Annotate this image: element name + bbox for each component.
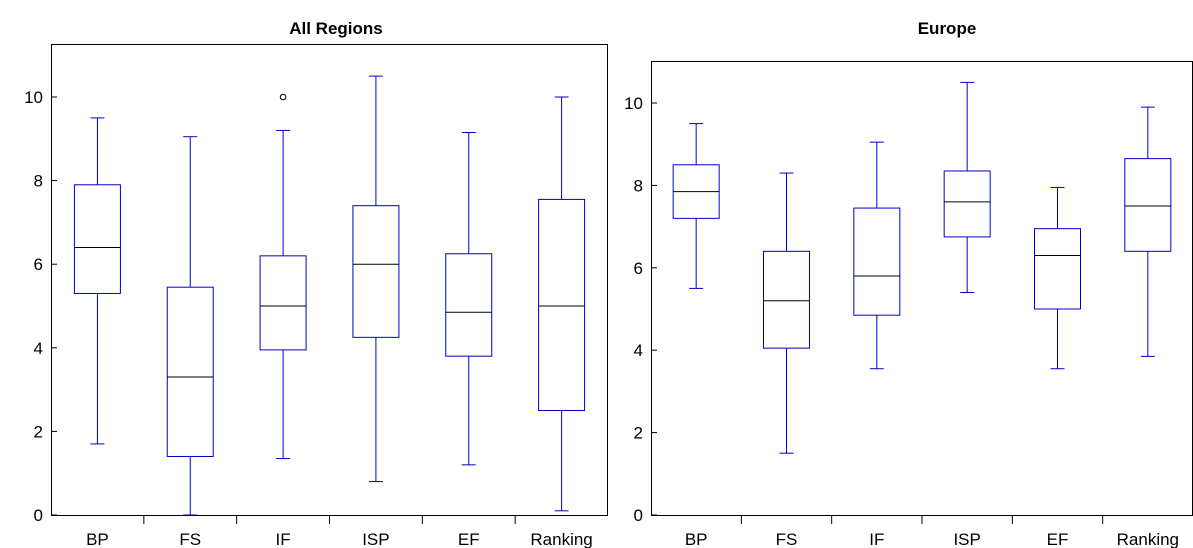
iqr-box [166,286,214,457]
category-label: Ranking [530,530,592,548]
category-label: BP [685,530,708,548]
category-label: FS [776,530,798,548]
box-ef [1034,186,1081,370]
category-label: ISP [953,530,980,548]
iqr-box [853,207,901,316]
y-tick-label: 6 [634,259,643,278]
chart-panel-europe: Europe 0 2 4 6 8 10 BP FS IF ISP EF Ranking [624,19,1193,548]
iqr-box [73,184,121,294]
iqr-box [538,198,586,411]
box-ranking [1124,106,1172,357]
plot-frame [51,44,608,516]
category-label: ISP [362,530,389,548]
y-tick-label: 8 [34,172,43,191]
y-tick-label: 2 [34,422,43,441]
chart-panel-all-regions: All Regions 0 2 4 6 8 10 BP FS IF ISP EF Ranking [24,19,608,548]
iqr-box [1034,228,1081,310]
y-tick-label: 4 [634,341,643,360]
y-tick-label: 10 [624,94,643,113]
iqr-box [259,255,307,351]
y-tick-label: 0 [634,506,643,525]
iqr-box [943,170,991,238]
box-bp [73,117,121,445]
iqr-box [352,205,400,338]
box-isp [352,75,400,483]
box-fs [166,136,214,516]
chart-title: Europe [918,19,977,38]
iqr-box [445,253,493,357]
category-label: FS [179,530,201,548]
category-label: EF [458,530,480,548]
category-label: EF [1047,530,1069,548]
category-label: BP [86,530,109,548]
box-fs [763,172,810,454]
category-label: Ranking [1117,530,1179,548]
y-tick-label: 10 [24,88,43,107]
plot-frame [651,61,1193,516]
y-tick-label: 0 [34,506,43,525]
box-isp [943,81,991,294]
box-ef [445,132,493,466]
box-if [853,141,901,370]
y-tick-label: 4 [34,339,43,358]
outlier-point [279,93,287,101]
category-label: IF [276,530,291,548]
y-tick-label: 8 [634,176,643,195]
category-label: IF [869,530,884,548]
box-if [259,93,307,460]
chart-title: All Regions [289,19,383,38]
box-ranking [538,96,586,512]
iqr-box [1124,158,1172,252]
y-tick-label: 6 [34,255,43,274]
y-tick-label: 2 [634,424,643,443]
box-bp [672,123,720,289]
iqr-box [763,250,810,349]
